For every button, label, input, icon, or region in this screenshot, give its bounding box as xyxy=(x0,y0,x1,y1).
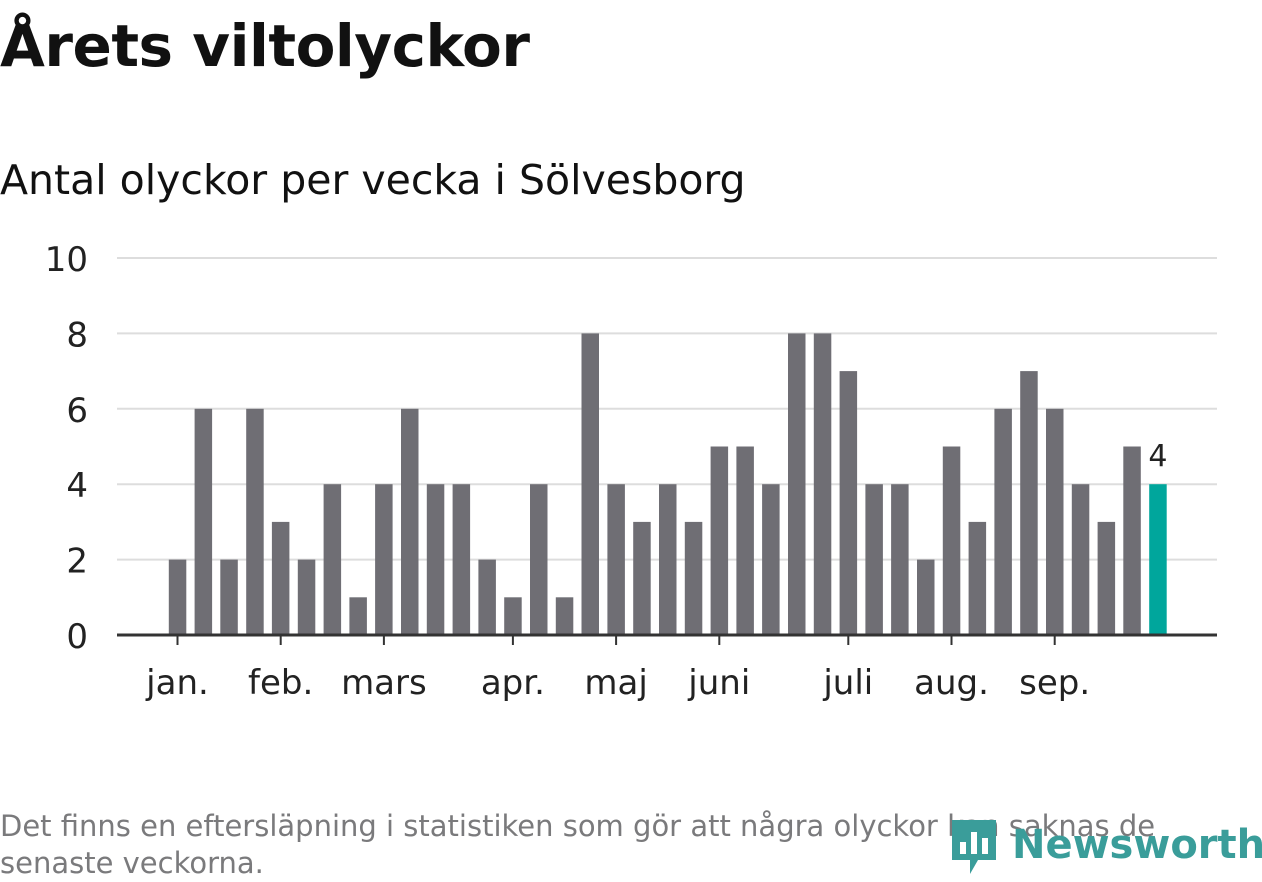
bar xyxy=(1123,446,1141,635)
bar xyxy=(1020,371,1038,635)
bar xyxy=(684,521,703,635)
logo-text: Newsworthy xyxy=(1012,822,1262,868)
x-tick-label: mars xyxy=(341,663,427,703)
bar xyxy=(710,446,729,635)
bar xyxy=(968,521,987,635)
y-tick-label: 4 xyxy=(66,466,88,506)
bar xyxy=(194,408,213,635)
bar xyxy=(323,484,342,635)
bar-chart: 0 2 4 6 8 10 jan. feb. mars apr. maj juni juli aug. se… xyxy=(45,240,1217,703)
bar xyxy=(917,559,935,635)
x-tick-label: juli xyxy=(822,663,873,703)
bar xyxy=(788,333,806,635)
bar xyxy=(478,559,496,635)
bar xyxy=(736,446,754,635)
bar xyxy=(246,408,264,635)
bar xyxy=(401,408,419,635)
bar xyxy=(349,597,367,635)
newsworthy-bar-icon xyxy=(952,820,996,874)
x-tick-label: juni xyxy=(687,663,750,703)
bar xyxy=(1097,521,1116,635)
bar xyxy=(555,597,574,635)
bar xyxy=(530,484,548,635)
bar xyxy=(659,484,677,635)
data-label: 4 xyxy=(1148,439,1167,474)
x-tick-label: aug. xyxy=(914,663,989,703)
bar xyxy=(375,484,393,635)
x-tick-label: sep. xyxy=(1019,663,1090,703)
x-tick-label: jan. xyxy=(145,663,209,703)
bar-highlight xyxy=(1149,484,1167,635)
x-tick-label: apr. xyxy=(481,663,545,703)
chart-title: Årets viltolyckor xyxy=(0,12,530,80)
x-tick-label: maj xyxy=(584,663,647,703)
y-tick-label: 8 xyxy=(66,315,88,355)
bar xyxy=(168,559,187,635)
bar xyxy=(994,408,1012,635)
bar xyxy=(426,484,445,635)
bar xyxy=(1071,484,1090,635)
bar xyxy=(942,446,961,635)
bar xyxy=(504,597,522,635)
x-tick-label: feb. xyxy=(248,663,313,703)
bar xyxy=(865,484,883,635)
y-tick-label: 0 xyxy=(66,617,88,657)
bar xyxy=(762,484,780,635)
bar xyxy=(839,371,858,635)
bar xyxy=(633,521,651,635)
bar xyxy=(581,333,599,635)
y-tick-label: 10 xyxy=(45,240,88,280)
y-tick-label: 6 xyxy=(66,391,88,431)
bar xyxy=(813,333,832,635)
y-tick-label: 2 xyxy=(66,542,88,582)
bar xyxy=(220,559,238,635)
bar xyxy=(271,521,290,635)
bar xyxy=(297,559,316,635)
bar xyxy=(891,484,909,635)
chart-subtitle: Antal olyckor per vecka i Sölvesborg xyxy=(0,156,746,204)
bar xyxy=(607,484,625,635)
bar xyxy=(452,484,471,635)
bar xyxy=(1046,408,1064,635)
newsworthy-logo[interactable]: Newsworthy xyxy=(948,812,1262,878)
